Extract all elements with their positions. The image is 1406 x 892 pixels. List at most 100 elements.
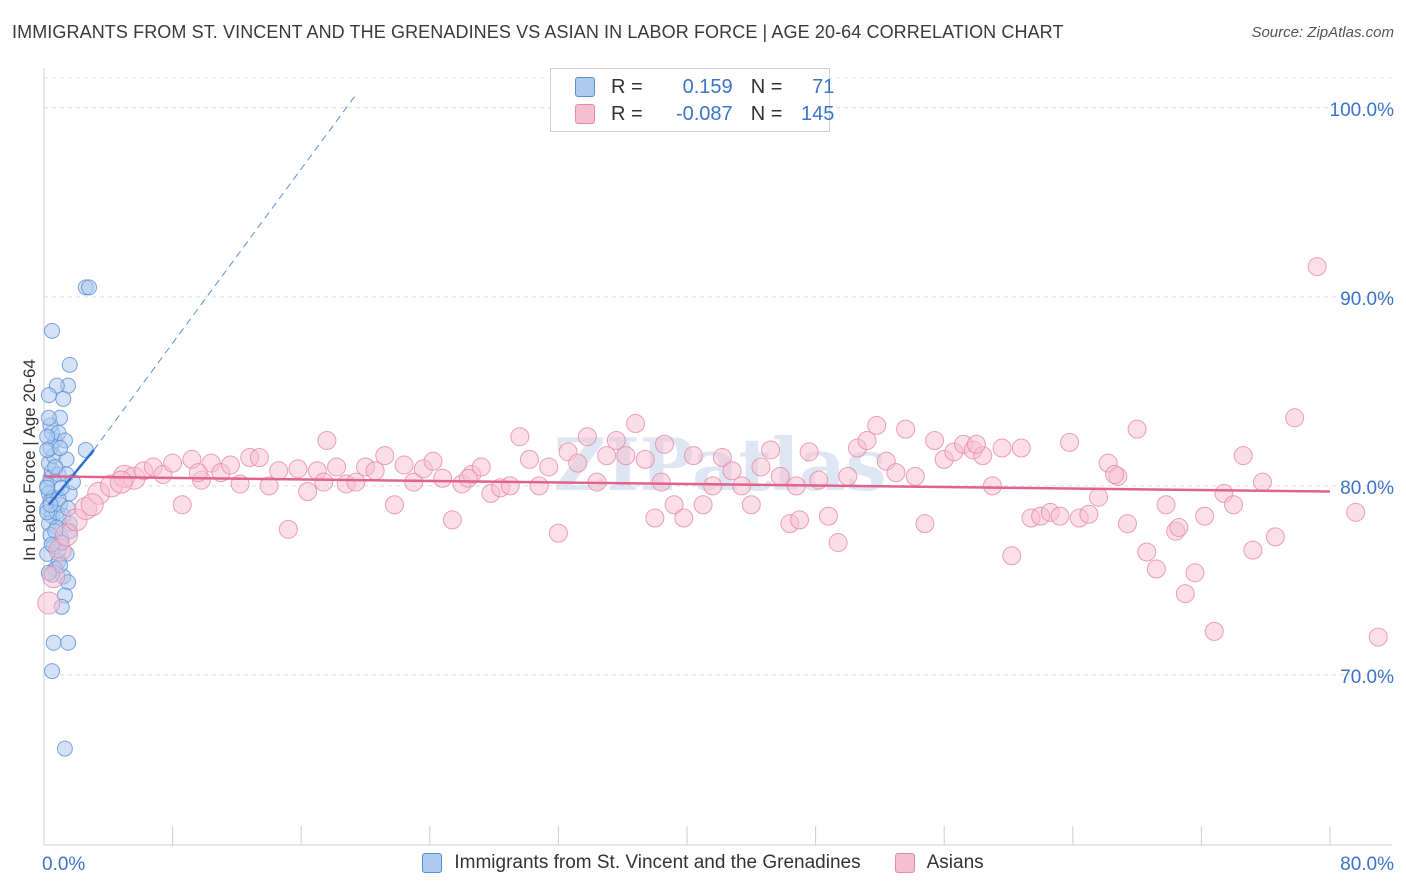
point-asians xyxy=(703,476,723,496)
point-immigrants xyxy=(55,390,72,407)
point-asians xyxy=(80,493,104,517)
legend-r-value: 0.159 xyxy=(682,75,733,98)
point-asians xyxy=(857,430,877,450)
point-asians xyxy=(651,472,671,492)
point-immigrants xyxy=(40,387,57,404)
y-tick-label: 80.0% xyxy=(1340,478,1394,499)
y-tick-label: 90.0% xyxy=(1340,289,1394,310)
point-asians xyxy=(896,419,916,439)
point-asians xyxy=(790,510,810,530)
point-asians xyxy=(519,449,539,469)
point-asians xyxy=(1175,584,1195,604)
point-asians xyxy=(1185,563,1205,583)
point-asians xyxy=(394,455,414,475)
point-asians xyxy=(539,457,559,477)
point-asians xyxy=(867,415,887,435)
point-asians xyxy=(693,495,713,515)
trend-line-immigrants-extension xyxy=(93,92,358,451)
point-asians xyxy=(1079,504,1099,524)
point-asians xyxy=(269,461,289,481)
point-asians xyxy=(886,463,906,483)
point-asians xyxy=(664,495,684,515)
point-asians xyxy=(597,446,617,466)
point-asians xyxy=(838,466,858,486)
point-asians xyxy=(1243,540,1263,560)
point-asians xyxy=(1127,419,1147,439)
point-immigrants xyxy=(52,440,69,457)
point-asians xyxy=(751,457,771,477)
point-asians xyxy=(635,449,655,469)
point-asians xyxy=(828,533,848,553)
point-asians xyxy=(548,523,568,543)
point-asians xyxy=(1368,627,1388,647)
series-legend-immigrants[interactable]: Immigrants from St. Vincent and the Gren… xyxy=(422,852,861,874)
legend-r-label: R = xyxy=(611,75,643,98)
point-asians xyxy=(1146,559,1166,579)
point-asians xyxy=(1252,472,1272,492)
point-asians xyxy=(471,457,491,477)
stats-legend: R = 0.159 N = 71 R = -0.087 N = 145 xyxy=(550,68,834,132)
point-asians xyxy=(1050,506,1070,526)
point-asians xyxy=(905,466,925,486)
point-asians xyxy=(1307,257,1327,277)
point-asians xyxy=(1002,546,1022,566)
point-asians xyxy=(616,446,636,466)
legend-swatch-pink xyxy=(575,104,595,124)
y-tick-label: 100.0% xyxy=(1330,100,1395,121)
legend-n-value: 71 xyxy=(812,75,835,98)
x-tick-label: 0.0% xyxy=(42,854,85,875)
chart-source: Source: ZipAtlas.com xyxy=(1251,24,1394,41)
point-asians xyxy=(510,427,530,447)
x-tick-label: 80.0% xyxy=(1340,854,1394,875)
point-asians xyxy=(1346,502,1366,522)
point-asians xyxy=(645,508,665,528)
point-asians xyxy=(966,434,986,454)
point-asians xyxy=(172,495,192,515)
point-asians xyxy=(288,459,308,479)
point-asians xyxy=(1117,514,1137,534)
point-asians xyxy=(683,446,703,466)
point-asians xyxy=(1265,527,1285,547)
point-asians xyxy=(577,427,597,447)
point-asians xyxy=(37,591,61,615)
point-asians xyxy=(163,453,183,473)
legend-n-value: 145 xyxy=(801,102,835,125)
legend-r-value: -0.087 xyxy=(675,102,733,125)
point-asians xyxy=(298,482,318,502)
point-asians xyxy=(1169,517,1189,537)
point-asians xyxy=(568,453,588,473)
point-asians xyxy=(1204,621,1224,641)
series-legend-asians[interactable]: Asians xyxy=(894,852,984,874)
point-asians xyxy=(1285,408,1305,428)
legend-row-asians: R = -0.087 N = 145 xyxy=(575,102,834,126)
point-asians xyxy=(375,446,395,466)
point-asians xyxy=(818,506,838,526)
point-asians xyxy=(606,430,626,450)
point-immigrants xyxy=(60,634,77,651)
point-immigrants xyxy=(56,740,73,757)
legend-row-immigrants: R = 0.159 N = 71 xyxy=(575,75,834,99)
legend-swatch-blue xyxy=(575,77,595,97)
point-asians xyxy=(1195,506,1215,526)
point-asians xyxy=(1105,465,1125,485)
point-asians xyxy=(674,508,694,528)
point-immigrants xyxy=(45,634,62,651)
y-tick-label: 70.0% xyxy=(1340,667,1394,688)
point-immigrants xyxy=(47,458,64,475)
point-asians xyxy=(1011,438,1031,458)
point-asians xyxy=(722,461,742,481)
point-asians xyxy=(1089,487,1109,507)
point-asians xyxy=(442,510,462,530)
point-asians xyxy=(327,457,347,477)
legend-n-label: N = xyxy=(750,102,783,125)
point-asians xyxy=(220,455,240,475)
point-asians xyxy=(314,472,334,492)
point-immigrants xyxy=(44,322,61,339)
point-immigrants xyxy=(61,356,78,373)
chart-title: IMMIGRANTS FROM ST. VINCENT AND THE GREN… xyxy=(12,22,1064,42)
y-axis-label: In Labor Force | Age 20-64 xyxy=(20,359,39,561)
point-asians xyxy=(654,434,674,454)
point-asians xyxy=(259,476,279,496)
point-asians xyxy=(500,476,520,496)
point-asians xyxy=(317,430,337,450)
